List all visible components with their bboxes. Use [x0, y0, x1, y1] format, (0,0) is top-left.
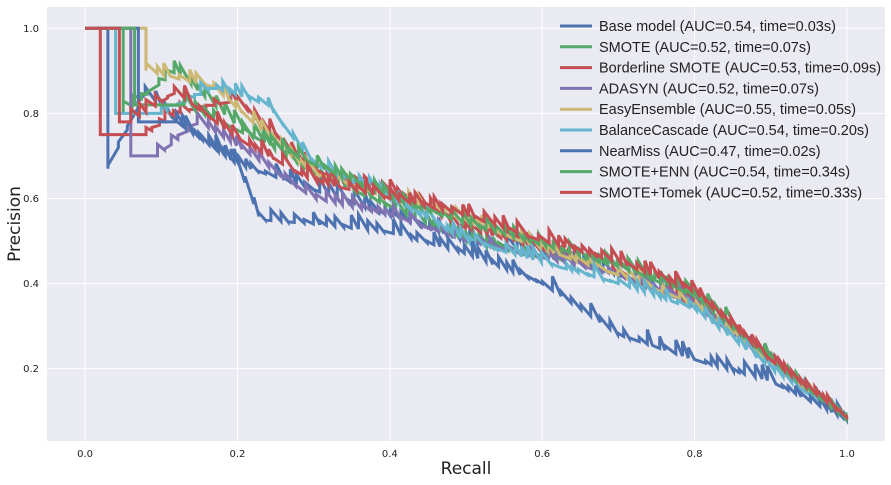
x-tick-label: 1.0: [839, 449, 855, 460]
legend-entry-label: EasyEnsemble (AUC=0.55, time=0.05s): [599, 102, 856, 118]
x-axis-label: Recall: [441, 459, 492, 479]
legend-entry-label: Borderline SMOTE (AUC=0.53, time=0.09s): [599, 61, 881, 77]
legend-entry-label: ADASYN (AUC=0.52, time=0.07s): [599, 81, 819, 97]
series-line-balancecascade: [85, 26, 848, 421]
series-line-smote-tomek: [85, 26, 849, 421]
legend-entry-label: SMOTE+Tomek (AUC=0.52, time=0.33s): [599, 185, 862, 201]
axis-ticks: 0.0 0.2 0.4 0.6 0.8 1.0 0.2 0.4 0.6 0.8 1.0: [23, 24, 855, 460]
legend-entry-label: Base model (AUC=0.54, time=0.03s): [599, 19, 836, 35]
y-tick-label: 1.0: [23, 24, 39, 35]
legend: Base model (AUC=0.54, time=0.03s) SMOTE (…: [560, 19, 881, 201]
legend-entry-label: SMOTE (AUC=0.52, time=0.07s): [599, 40, 811, 56]
x-tick-label: 0.8: [687, 449, 703, 460]
y-tick-label: 0.6: [23, 194, 39, 205]
x-tick-label: 0.2: [230, 449, 246, 460]
legend-entry-label: BalanceCascade (AUC=0.54, time=0.20s): [599, 123, 869, 139]
legend-entry-label: SMOTE+ENN (AUC=0.54, time=0.34s): [599, 165, 850, 181]
x-tick-label: 0.6: [534, 449, 550, 460]
x-tick-label: 0.4: [382, 449, 398, 460]
series-layer: [85, 26, 849, 426]
y-tick-label: 0.2: [23, 364, 39, 375]
legend-entry-label: NearMiss (AUC=0.47, time=0.02s): [599, 144, 821, 160]
x-tick-label: 0.0: [77, 449, 93, 460]
series-line-nearmiss: [85, 26, 849, 422]
y-tick-label: 0.8: [23, 109, 39, 120]
y-axis-label: Precision: [5, 186, 25, 262]
y-tick-label: 0.4: [23, 279, 39, 290]
